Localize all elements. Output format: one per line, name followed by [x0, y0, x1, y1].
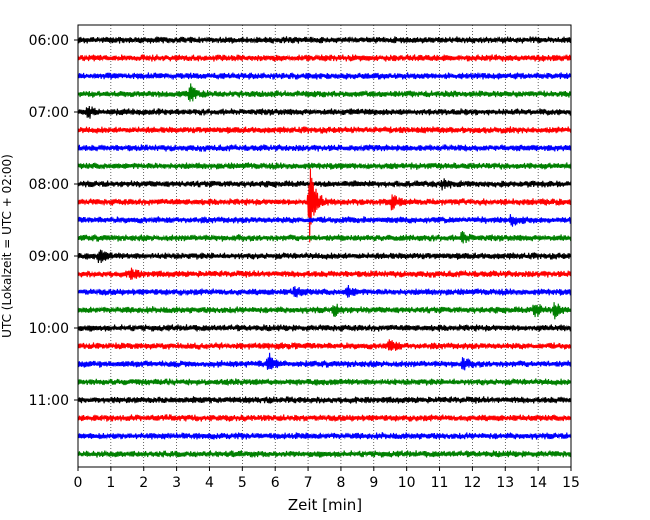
trace-row-13 — [77, 267, 572, 280]
trace-row-15 — [77, 302, 572, 320]
trace-row-20 — [77, 396, 572, 404]
x-tick-label: 3 — [172, 475, 181, 491]
trace-row-21 — [77, 414, 572, 422]
trace-row-10 — [77, 214, 572, 227]
y-axis-ticks: 06:00 07:00 08:00 09:00 10:00 11:00 — [29, 33, 78, 409]
x-tick-label: 4 — [205, 475, 214, 491]
x-tick-label: 11 — [431, 475, 449, 491]
trace-row-8 — [77, 178, 572, 191]
y-tick-label: 07:00 — [29, 105, 69, 121]
plot-frame — [77, 24, 572, 468]
y-tick-label: 09:00 — [29, 249, 69, 265]
y-tick-label: 11:00 — [29, 393, 69, 409]
x-tick-label: 2 — [139, 475, 148, 491]
trace-row-19 — [77, 378, 572, 386]
x-tick-label: 9 — [369, 475, 378, 491]
trace-row-2 — [77, 72, 572, 80]
x-tick-label: 15 — [562, 475, 580, 491]
x-tick-label: 1 — [106, 475, 115, 491]
y-tick-label: 10:00 — [29, 321, 69, 337]
trace-row-1 — [77, 54, 572, 62]
trace-row-4 — [77, 105, 572, 119]
x-axis-label: Zeit [min] — [288, 496, 362, 514]
trace-row-18 — [77, 352, 572, 371]
trace-row-12 — [77, 249, 572, 264]
trace-row-23 — [77, 450, 572, 458]
y-tick-label: 06:00 — [29, 33, 69, 49]
trace-row-7 — [77, 162, 572, 170]
trace-row-11 — [77, 230, 572, 244]
trace-row-22 — [77, 432, 572, 440]
x-tick-label: 14 — [529, 475, 547, 491]
x-tick-label: 7 — [304, 475, 313, 491]
y-tick-label: 08:00 — [29, 177, 69, 193]
trace-row-16 — [77, 324, 572, 332]
x-tick-label: 13 — [496, 475, 514, 491]
x-tick-label: 5 — [238, 475, 247, 491]
trace-row-5 — [77, 126, 572, 134]
x-tick-label: 10 — [398, 475, 416, 491]
trace-row-14 — [77, 284, 572, 298]
x-tick-label: 8 — [336, 475, 345, 491]
trace-row-3 — [77, 83, 572, 102]
trace-row-9 — [77, 168, 572, 243]
trace-row-6 — [77, 144, 572, 152]
x-tick-label: 6 — [271, 475, 280, 491]
seismogram-traces — [77, 36, 572, 458]
y-axis-label: UTC (Lokalzeit = UTC + 02:00) — [0, 154, 14, 338]
trace-row-0 — [77, 36, 572, 44]
trace-row-17 — [77, 339, 572, 351]
x-axis-ticks: 0 1 2 3 4 5 6 7 8 9 10 11 12 13 14 15 — [74, 467, 580, 491]
x-tick-label: 12 — [463, 475, 481, 491]
x-tick-label: 0 — [74, 475, 83, 491]
